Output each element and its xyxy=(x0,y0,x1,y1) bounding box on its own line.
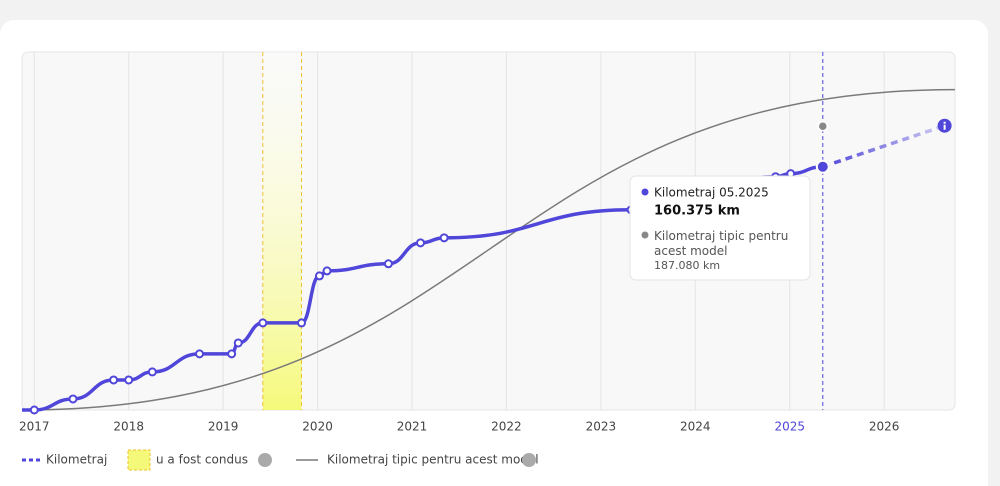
typical-point xyxy=(817,120,829,132)
x-tick-label: 2026 xyxy=(869,420,900,434)
info-i xyxy=(943,124,946,130)
x-tick-label: 2020 xyxy=(302,420,333,434)
x-tick-label: 2023 xyxy=(586,420,617,434)
tooltip-typical-label: Kilometraj tipic pentru acest model xyxy=(654,229,788,258)
not-driven-band xyxy=(262,52,302,410)
point xyxy=(233,338,243,348)
point xyxy=(439,233,449,243)
tooltip-typical-value: 187.080 km xyxy=(654,259,720,272)
x-tick-label: 2025 xyxy=(774,420,805,434)
plot-area xyxy=(21,51,956,411)
point xyxy=(314,271,324,281)
point xyxy=(109,375,119,385)
x-tick-label: 2018 xyxy=(113,420,144,434)
tooltip-value: 160.375 km xyxy=(654,204,740,219)
point xyxy=(147,367,157,377)
point xyxy=(322,266,332,276)
legend-label: u a fost condus xyxy=(156,453,248,467)
point xyxy=(29,405,39,415)
point xyxy=(383,259,393,269)
tooltip-dot xyxy=(641,231,649,239)
info-dot xyxy=(943,121,946,124)
x-tick-label: 2022 xyxy=(491,420,522,434)
help-icon xyxy=(522,453,536,467)
x-tick-label: 2017 xyxy=(19,420,50,434)
x-tick-label: 2019 xyxy=(208,420,239,434)
point xyxy=(297,318,307,328)
point xyxy=(416,238,426,248)
legend-swatch xyxy=(127,449,151,471)
current-point xyxy=(815,159,830,174)
typical-line xyxy=(21,88,956,411)
tooltip-box xyxy=(629,175,811,281)
point xyxy=(68,394,78,404)
point xyxy=(227,349,237,359)
x-tick-label: 2024 xyxy=(680,420,711,434)
legend-label: Kilometraj tipic pentru acest model xyxy=(327,453,539,467)
tooltip-title: Kilometraj 05.2025 xyxy=(654,186,769,200)
forecast-line xyxy=(822,124,946,169)
point xyxy=(195,349,205,359)
help-icon xyxy=(258,453,272,467)
legend-label: Kilometraj xyxy=(46,453,107,467)
tooltip-dot xyxy=(641,188,649,196)
tooltip: Kilometraj 05.2025 160.375 km Kilometraj t… xyxy=(629,175,811,281)
point xyxy=(258,318,268,328)
point xyxy=(124,375,134,385)
x-tick-label: 2021 xyxy=(397,420,428,434)
